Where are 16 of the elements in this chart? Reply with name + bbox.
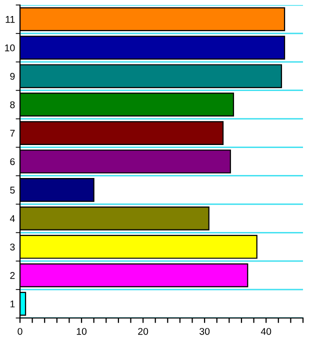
y-tick-label: 11 xyxy=(6,16,15,23)
y-tick-label: 9 xyxy=(10,72,15,80)
y-tick-label: 3 xyxy=(10,244,15,250)
y-tick-label: 4 xyxy=(10,215,15,222)
y-tick-label: 10 xyxy=(5,44,15,52)
x-tick-label: 30 xyxy=(200,328,210,335)
y-tick-label: 6 xyxy=(10,158,15,166)
x-tick-label: 10 xyxy=(76,328,87,335)
y-tick-label: 5 xyxy=(10,186,15,194)
y-tick-label: 8 xyxy=(10,101,15,108)
y-tick-label: 2 xyxy=(10,272,15,279)
x-tick-label: 0 xyxy=(18,328,22,335)
x-tick-label: 20 xyxy=(138,328,148,335)
y-tick-label: 1 xyxy=(10,300,15,308)
x-tick-label: 40 xyxy=(260,328,272,335)
y-tick-label: 7 xyxy=(10,130,15,137)
